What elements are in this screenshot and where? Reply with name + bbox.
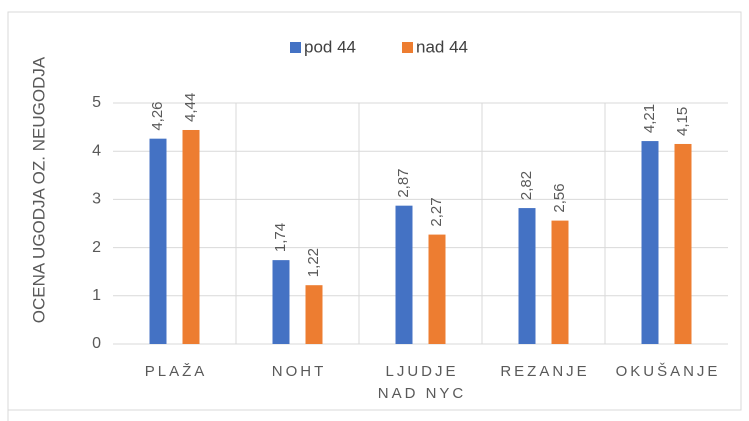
data-label: 2,82 bbox=[518, 171, 535, 200]
bar bbox=[518, 208, 536, 344]
legend-label: pod 44 bbox=[304, 37, 356, 56]
data-label: 4,15 bbox=[674, 107, 691, 136]
y-tick-label: 4 bbox=[92, 142, 101, 159]
bar bbox=[641, 141, 659, 344]
y-axis-label: OCENA UGODJA OZ. NEUGODJA bbox=[29, 56, 48, 323]
x-tick-label: LJUDJE NAD NYC bbox=[377, 363, 467, 402]
x-tick-label: REZANJE bbox=[500, 363, 590, 380]
legend-swatch bbox=[402, 42, 413, 53]
data-label: 2,56 bbox=[551, 183, 568, 212]
data-label: 2,27 bbox=[428, 197, 445, 226]
y-tick-label: 1 bbox=[92, 287, 101, 304]
data-label: 2,87 bbox=[395, 168, 412, 197]
bar bbox=[272, 260, 290, 344]
y-tick-label: 3 bbox=[92, 191, 101, 208]
bar bbox=[305, 285, 323, 344]
y-tick-label: 5 bbox=[92, 94, 101, 111]
y-tick-label: 0 bbox=[92, 335, 101, 352]
legend-label: nad 44 bbox=[416, 37, 468, 56]
legend-swatch bbox=[290, 42, 301, 53]
x-tick-label: NOHT bbox=[271, 363, 327, 380]
data-label: 4,44 bbox=[182, 93, 199, 122]
data-label: 4,21 bbox=[641, 104, 658, 133]
y-tick-label: 2 bbox=[92, 239, 101, 256]
data-label: 4,26 bbox=[149, 101, 166, 130]
bar bbox=[149, 138, 167, 344]
bar bbox=[674, 143, 692, 344]
data-label: 1,22 bbox=[305, 248, 322, 277]
chart-frame bbox=[7, 11, 742, 421]
x-tick-label: PLAŽA bbox=[144, 363, 208, 380]
bar bbox=[551, 220, 569, 344]
bar bbox=[428, 234, 446, 344]
bar bbox=[395, 205, 413, 344]
x-tick-label: OKUŠANJE bbox=[615, 363, 721, 380]
bar bbox=[182, 129, 200, 344]
data-label: 1,74 bbox=[272, 223, 289, 252]
